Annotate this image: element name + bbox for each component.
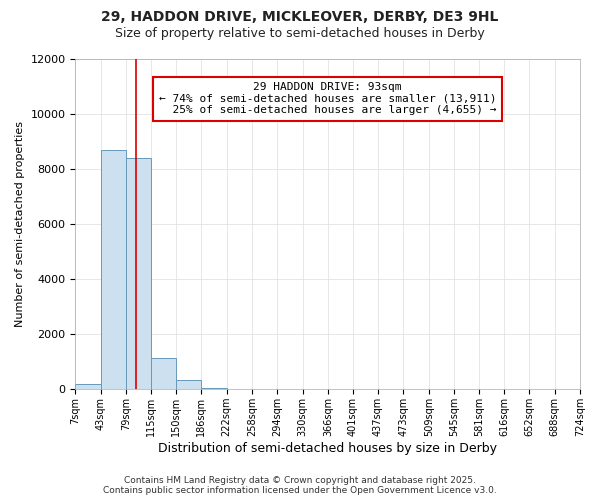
Text: 29, HADDON DRIVE, MICKLEOVER, DERBY, DE3 9HL: 29, HADDON DRIVE, MICKLEOVER, DERBY, DE3… xyxy=(101,10,499,24)
Y-axis label: Number of semi-detached properties: Number of semi-detached properties xyxy=(15,121,25,327)
Bar xyxy=(202,388,227,390)
X-axis label: Distribution of semi-detached houses by size in Derby: Distribution of semi-detached houses by … xyxy=(158,442,497,455)
Bar xyxy=(126,158,151,390)
Bar xyxy=(151,358,176,390)
Text: 29 HADDON DRIVE: 93sqm
← 74% of semi-detached houses are smaller (13,911)
  25% : 29 HADDON DRIVE: 93sqm ← 74% of semi-det… xyxy=(159,82,496,116)
Bar xyxy=(176,380,202,390)
Bar xyxy=(101,150,126,390)
Bar xyxy=(227,389,252,390)
Text: Size of property relative to semi-detached houses in Derby: Size of property relative to semi-detach… xyxy=(115,28,485,40)
Text: Contains HM Land Registry data © Crown copyright and database right 2025.
Contai: Contains HM Land Registry data © Crown c… xyxy=(103,476,497,495)
Bar xyxy=(76,384,101,390)
